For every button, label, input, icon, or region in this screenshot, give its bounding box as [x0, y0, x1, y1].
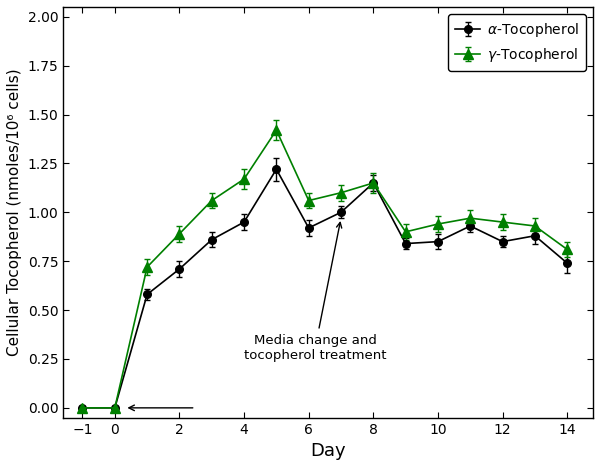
Legend: $\alpha$-Tocopherol, $\gamma$-Tocopherol: $\alpha$-Tocopherol, $\gamma$-Tocopherol: [448, 14, 586, 71]
X-axis label: Day: Day: [310, 442, 346, 460]
Text: Media change and
tocopherol treatment: Media change and tocopherol treatment: [244, 222, 386, 361]
Y-axis label: Cellular Tocopherol (nmoles/10⁶ cells): Cellular Tocopherol (nmoles/10⁶ cells): [7, 69, 22, 356]
